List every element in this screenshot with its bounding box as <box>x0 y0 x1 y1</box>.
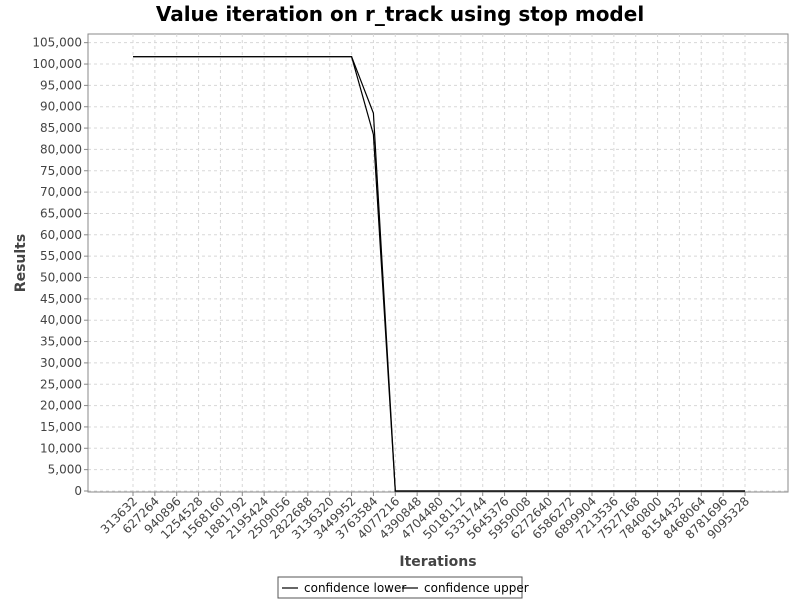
y-tick-label: 45,000 <box>40 292 82 306</box>
y-tick-label: 65,000 <box>40 206 82 220</box>
y-tick-label: 35,000 <box>40 335 82 349</box>
series-line-2 <box>133 56 745 492</box>
y-tick-label: 70,000 <box>40 185 82 199</box>
y-tick-label: 10,000 <box>40 441 82 455</box>
legend: confidence lower confidence upper <box>277 576 529 599</box>
y-tick-label: 60,000 <box>40 228 82 242</box>
chart-title: Value iteration on r_track using stop mo… <box>156 2 644 26</box>
y-tick-label: 105,000 <box>32 36 82 50</box>
y-tick-label: 20,000 <box>40 399 82 413</box>
y-tick-label: 0 <box>74 484 82 498</box>
plot-area <box>87 33 789 493</box>
y-tick-label: 95,000 <box>40 78 82 92</box>
legend-label: confidence upper <box>424 581 529 595</box>
x-axis: 3136326272649408961254528156816018817922… <box>88 491 788 542</box>
y-tick-label: 85,000 <box>40 121 82 135</box>
y-tick-label: 55,000 <box>40 249 82 263</box>
y-tick-label: 75,000 <box>40 164 82 178</box>
y-tick-label: 90,000 <box>40 100 82 114</box>
y-tick-label: 40,000 <box>40 313 82 327</box>
x-axis-title: Iterations <box>399 554 476 570</box>
y-tick-label: 50,000 <box>40 271 82 285</box>
y-axis: 0 5,000 10,000 15,000 20,000 25,000 30,000 35,0… <box>32 34 89 498</box>
y-axis-title: Results <box>13 234 29 292</box>
y-tick-label: 15,000 <box>40 420 82 434</box>
y-tick-label: 80,000 <box>40 142 82 156</box>
grid <box>88 34 788 492</box>
legend-label: confidence lower <box>304 581 406 595</box>
y-tick-label: 30,000 <box>40 356 82 370</box>
y-tick-label: 100,000 <box>32 57 82 71</box>
series-lines <box>133 56 745 492</box>
y-tick-label: 25,000 <box>40 377 82 391</box>
y-tick-label: 5,000 <box>48 463 82 477</box>
legend-box <box>277 576 523 599</box>
